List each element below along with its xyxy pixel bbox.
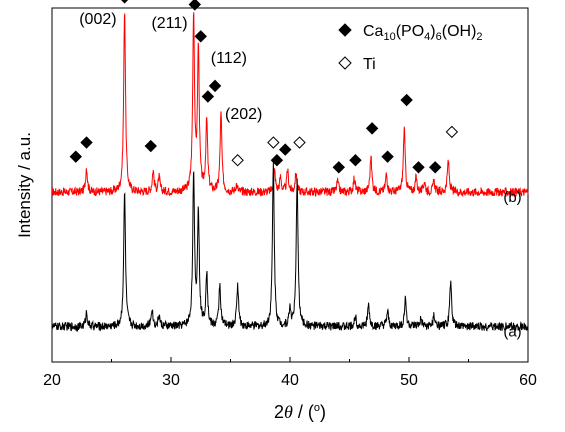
series-label: (a) xyxy=(503,324,521,341)
hap-peak-marker xyxy=(80,136,93,149)
series-line-1 xyxy=(51,162,529,333)
hap-peak-marker xyxy=(412,161,425,174)
hap-peak-marker xyxy=(279,143,292,156)
x-tick-label: 50 xyxy=(400,372,418,389)
x-axis-label: 2θ / (o) xyxy=(274,402,326,422)
x-axis-label-theta: θ xyxy=(284,402,293,422)
x-tick-label: 60 xyxy=(519,372,537,389)
y-axis-label: Intensity / a.u. xyxy=(15,132,34,238)
x-axis-label-part: ) xyxy=(320,402,326,422)
hkl-label: (202) xyxy=(225,106,262,123)
x-axis-label-degree: o xyxy=(314,402,320,414)
legend-subscript: 10 xyxy=(383,31,395,43)
x-tick-label: 30 xyxy=(162,372,180,389)
hap-peak-marker xyxy=(332,161,345,174)
ti-peak-marker xyxy=(445,125,459,139)
series-line-0 xyxy=(51,12,529,198)
legend-text-part: (OH) xyxy=(442,23,477,40)
legend-filled-diamond-icon xyxy=(338,23,352,37)
ti-peak-marker xyxy=(231,154,244,167)
series-label: (b) xyxy=(503,189,521,206)
hap-peak-marker xyxy=(381,150,394,163)
hkl-label: (211) xyxy=(151,15,187,32)
x-axis-label-part: / ( xyxy=(293,402,314,422)
hap-peak-marker xyxy=(121,0,129,4)
hap-peak-marker xyxy=(428,161,442,174)
hap-peak-marker xyxy=(208,79,222,93)
hap-peak-marker xyxy=(270,154,284,167)
hap-peak-marker xyxy=(188,0,202,11)
legend-label-hap: Ca10(PO4)6(OH)2 xyxy=(363,23,483,43)
hap-peak-marker xyxy=(194,30,207,43)
x-tick-label: 20 xyxy=(43,372,61,389)
hkl-label: (002) xyxy=(79,11,116,28)
ti-peak-marker xyxy=(293,136,306,149)
legend-label-ti: Ti xyxy=(363,56,376,73)
hap-peak-marker xyxy=(69,150,83,163)
legend-text-part: (PO xyxy=(396,23,424,40)
legend-text-part: Ca xyxy=(363,23,384,40)
legend-subscript: 2 xyxy=(476,31,482,43)
hap-peak-marker xyxy=(201,90,215,103)
legend-text-part: ) xyxy=(430,23,435,40)
legend-subscript: 6 xyxy=(436,31,442,43)
legend-open-diamond-icon xyxy=(338,56,352,70)
ti-peak-marker xyxy=(267,136,280,149)
x-axis-label-part: 2 xyxy=(274,402,284,422)
hap-peak-marker xyxy=(349,154,362,167)
legend-subscript: 4 xyxy=(424,31,430,43)
hap-peak-marker xyxy=(365,122,379,135)
hkl-label: (112) xyxy=(211,50,247,67)
x-tick-label: 40 xyxy=(281,372,299,389)
hap-peak-marker xyxy=(144,139,157,153)
hap-peak-marker xyxy=(400,93,413,107)
